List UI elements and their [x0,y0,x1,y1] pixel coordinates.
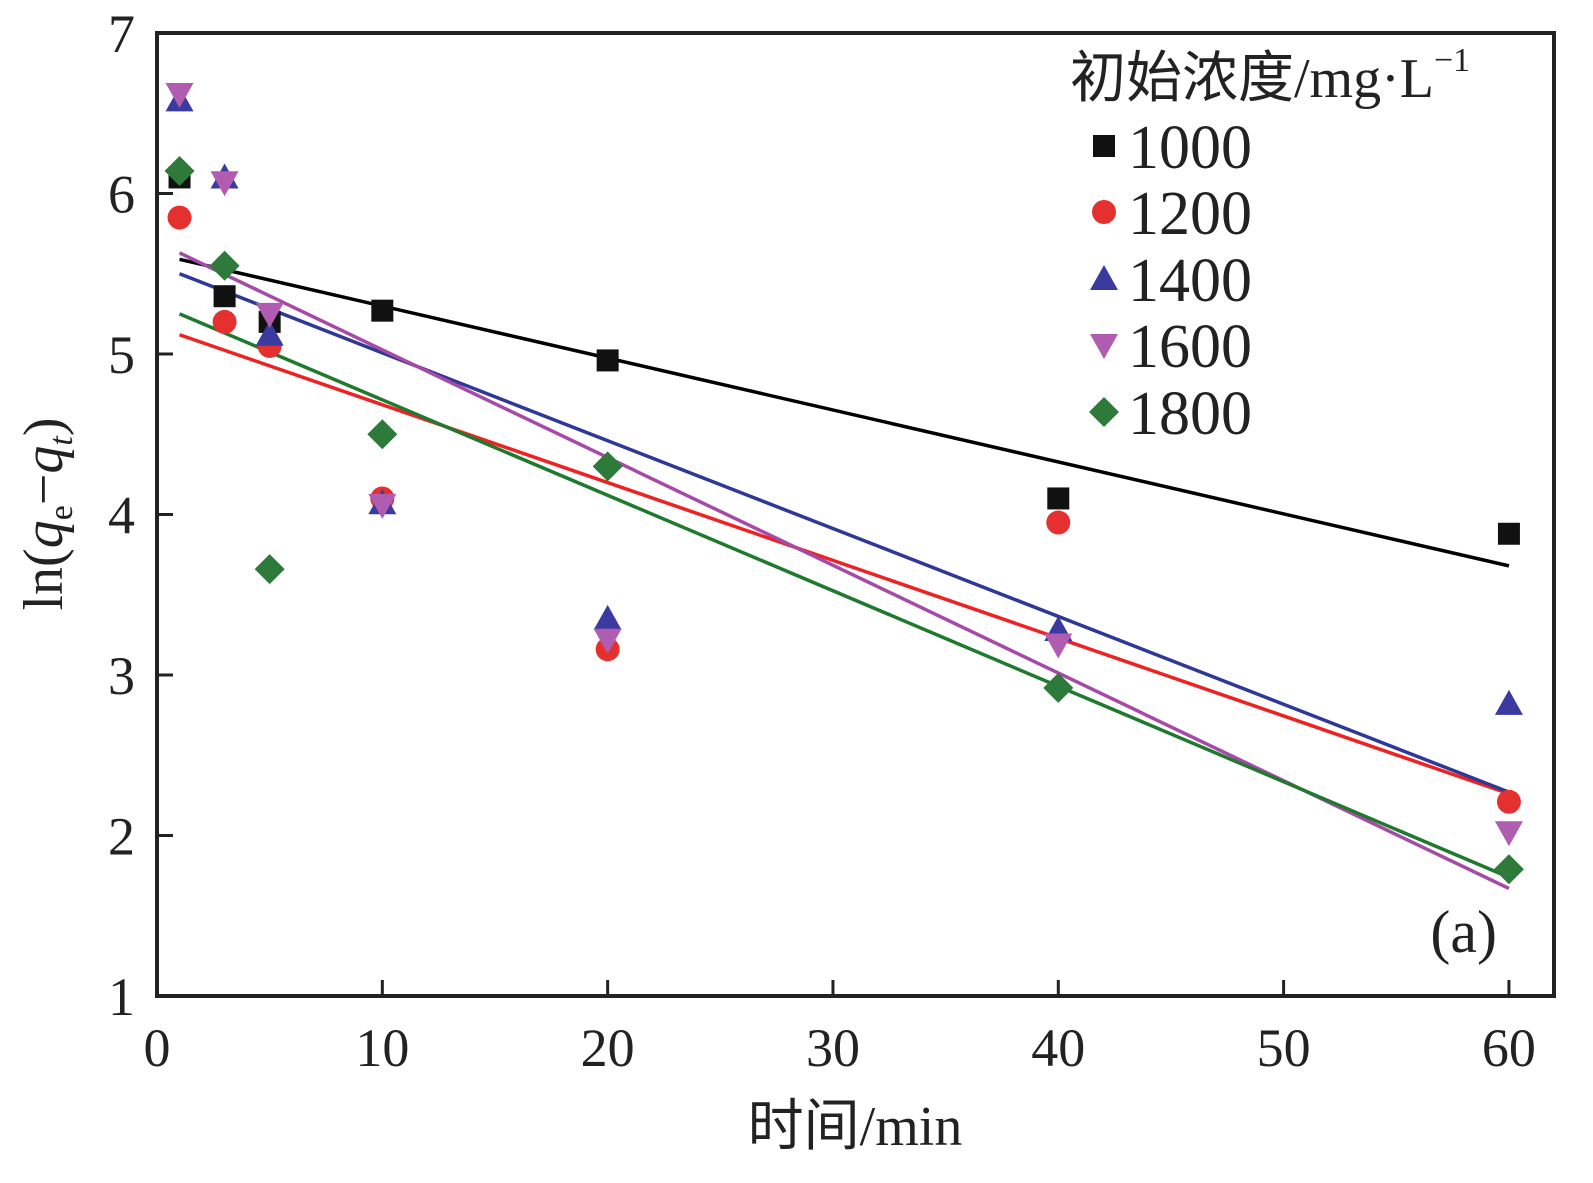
y-axis-title: ln(qe−qt) [13,417,80,610]
fit-lines [178,251,1510,891]
y-tick-label: 5 [108,325,135,385]
fit-line-1400 [178,272,1510,794]
y-tick-label: 1 [108,967,135,1027]
point-1000 [1047,487,1070,510]
point-1600 [165,82,194,108]
point-1000 [596,349,619,372]
point-1400 [255,320,284,346]
y-tick-label: 6 [108,165,135,225]
y-tick-label: 2 [108,807,135,867]
x-axis-ticks: 0 10 20 30 40 50 60 [144,980,1536,1078]
point-1200 [1496,789,1521,814]
point-1600 [255,302,284,328]
point-1800 [1493,854,1524,885]
x-tick-label: 40 [1031,1018,1085,1078]
y-tick-label: 4 [108,486,135,546]
legend-marker-1800 [1089,397,1119,427]
data-points [164,82,1524,885]
legend-label-1600: 1600 [1128,313,1252,381]
legend-marker-1000 [1093,135,1115,157]
legend-marker-1400 [1090,265,1118,290]
legend-marker-1200 [1092,200,1116,224]
svg-text:ln(qe−qt): ln(qe−qt) [13,417,80,610]
fit-line-1000 [179,257,1510,568]
legend-label-1000: 1000 [1128,114,1252,182]
panel-label: (a) [1430,899,1497,965]
point-1800 [367,419,398,450]
legend-marker-1600 [1090,334,1118,359]
point-1800 [1043,672,1074,703]
point-1200 [1046,510,1071,535]
point-1800 [164,156,195,187]
point-1600 [210,171,239,197]
plot-frame [155,31,1556,998]
point-1600 [593,628,622,654]
x-tick-label: 20 [581,1018,635,1078]
point-1600 [1044,633,1073,659]
x-tick-label: 60 [1482,1018,1536,1078]
point-1400 [1494,689,1523,715]
legend-title: 初始浓度/mg·L−1 [1070,42,1470,110]
point-1200 [167,205,192,230]
x-axis-title: 时间/min [748,1096,963,1158]
point-1000 [371,299,394,322]
point-1000 [1497,522,1520,545]
fit-line-1800 [178,312,1510,879]
point-1200 [212,309,237,334]
fit-line-1200 [178,333,1510,796]
y-axis-ticks: 1 2 3 4 5 6 7 [108,4,173,1027]
point-1800 [592,451,623,482]
x-tick-label: 50 [1257,1018,1311,1078]
x-tick-label: 0 [144,1018,171,1078]
point-1600 [1494,821,1523,847]
point-1600 [368,493,397,519]
legend-label-1800: 1800 [1128,380,1252,448]
y-tick-label: 7 [108,4,135,64]
point-1800 [254,554,285,585]
x-tick-label: 30 [806,1018,860,1078]
point-1000 [213,285,236,308]
x-tick-label: 10 [355,1018,409,1078]
point-1800 [209,250,240,281]
legend-label-1400: 1400 [1128,247,1252,315]
point-1400 [593,604,622,630]
legend-label-1200: 1200 [1128,180,1252,248]
y-tick-label: 3 [108,646,135,706]
